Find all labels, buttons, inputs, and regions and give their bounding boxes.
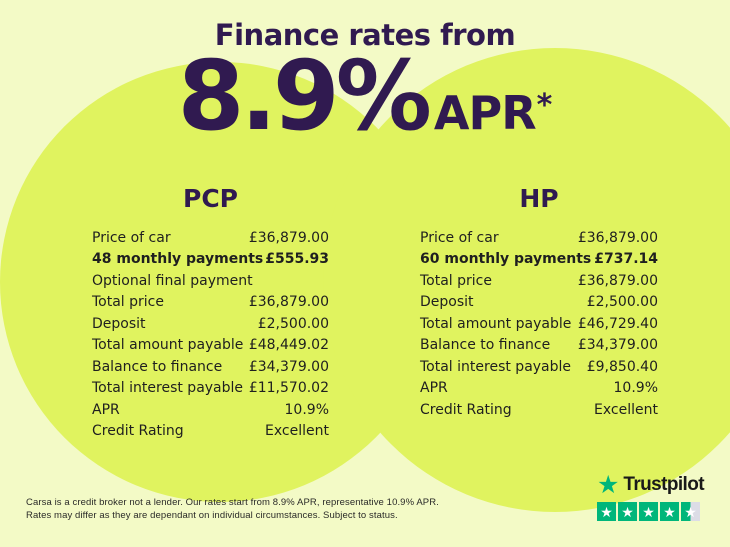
table-row: Deposit £2,500.00 xyxy=(420,292,658,314)
row-value: 10.9% xyxy=(284,401,329,418)
table-row: Total interest payable £9,850.40 xyxy=(420,356,658,378)
row-value: 10.9% xyxy=(613,380,658,397)
headline-apr-label: APR xyxy=(433,86,537,140)
row-label: Deposit xyxy=(92,315,146,332)
row-value: £36,879.00 xyxy=(577,229,658,246)
background-circle-right xyxy=(323,48,730,512)
row-label: Total price xyxy=(420,272,492,289)
row-label: Balance to finance xyxy=(420,337,551,354)
row-label: Total interest payable xyxy=(420,358,572,375)
row-value: £48,449.02 xyxy=(248,337,329,354)
table-row: Balance to finance £34,379.00 xyxy=(420,335,658,357)
row-label: Optional final payment xyxy=(92,272,253,289)
row-value: £555.93 xyxy=(265,251,329,268)
table-row: Total amount payable £46,729.40 xyxy=(420,313,658,335)
trustpilot-star-full: ★ xyxy=(618,502,637,521)
row-value: £9,850.40 xyxy=(586,358,658,375)
row-value: £11,570.02 xyxy=(248,380,329,397)
pcp-table-title: PCP xyxy=(183,184,238,213)
row-label: Total amount payable xyxy=(420,315,572,332)
table-row: 60 monthly payments £737.14 xyxy=(420,249,658,271)
banner-title: Finance rates from xyxy=(214,18,516,52)
table-row: Balance to finance £34,379.00 xyxy=(92,356,329,378)
row-label: Deposit xyxy=(420,294,474,311)
row-label: APR xyxy=(420,380,448,397)
row-label: 48 monthly payments xyxy=(92,251,264,268)
row-value: Excellent xyxy=(594,401,658,418)
table-row: 48 monthly payments £555.93 xyxy=(92,249,329,271)
row-value: £34,379.00 xyxy=(577,337,658,354)
row-value: £2,500.00 xyxy=(257,315,329,332)
table-row: Total amount payable £48,449.02 xyxy=(92,335,329,357)
trustpilot-badge[interactable]: ★ Trustpilot ★ ★ ★ ★ ★ xyxy=(597,471,705,521)
table-row: APR 10.9% xyxy=(420,378,658,400)
headline-rate-line: 8.9% APR * xyxy=(0,40,730,152)
row-value: £737.14 xyxy=(594,251,658,268)
table-row: Price of car £36,879.00 xyxy=(92,227,329,249)
trustpilot-star-icon: ★ xyxy=(597,471,620,499)
trustpilot-star-half: ★ xyxy=(681,502,700,521)
table-row: Total interest payable £11,570.02 xyxy=(92,378,329,400)
table-row: Total price £36,879.00 xyxy=(420,270,658,292)
table-row: Credit Rating Excellent xyxy=(420,399,658,421)
disclaimer-line-2: Rates may differ as they are dependant o… xyxy=(26,510,398,521)
table-row: APR 10.9% xyxy=(92,399,329,421)
trustpilot-star-full: ★ xyxy=(639,502,658,521)
row-label: Total price xyxy=(92,294,164,311)
pcp-table-rows: Price of car £36,879.00 48 monthly payment… xyxy=(92,227,329,442)
headline-rate: 8.9% xyxy=(177,40,432,152)
row-value: £34,379.00 xyxy=(248,358,329,375)
row-label: 60 monthly payments xyxy=(420,251,592,268)
trustpilot-rating-stars: ★ ★ ★ ★ ★ xyxy=(597,502,704,521)
hp-table: HP Price of car £36,879.00 60 monthly paym… xyxy=(420,184,658,421)
table-row: Total price £36,879.00 xyxy=(92,292,329,314)
trustpilot-star-full: ★ xyxy=(660,502,679,521)
table-row: Deposit £2,500.00 xyxy=(92,313,329,335)
table-row: Optional final payment xyxy=(92,270,329,292)
row-value: Excellent xyxy=(265,423,329,440)
headline-asterisk: * xyxy=(536,88,553,123)
row-value: £2,500.00 xyxy=(586,294,658,311)
row-label: Total interest payable xyxy=(92,380,244,397)
row-value: £46,729.40 xyxy=(577,315,658,332)
trustpilot-star-full: ★ xyxy=(597,502,616,521)
hp-table-rows: Price of car £36,879.00 60 monthly payment… xyxy=(420,227,658,421)
row-label: Price of car xyxy=(92,229,171,246)
trustpilot-logo: ★ Trustpilot xyxy=(597,471,705,499)
row-value: £36,879.00 xyxy=(248,294,329,311)
row-label: Total amount payable xyxy=(92,337,244,354)
row-label: APR xyxy=(92,401,120,418)
row-value: £36,879.00 xyxy=(577,272,658,289)
hp-table-title: HP xyxy=(519,184,559,213)
row-label: Price of car xyxy=(420,229,499,246)
disclaimer-line-1: Carsa is a credit broker not a lender. O… xyxy=(26,497,439,508)
trustpilot-brand: Trustpilot xyxy=(623,474,704,495)
row-label: Balance to finance xyxy=(92,358,223,375)
table-row: Price of car £36,879.00 xyxy=(420,227,658,249)
disclaimer: Carsa is a credit broker not a lender. O… xyxy=(26,496,439,522)
row-label: Credit Rating xyxy=(420,401,512,418)
row-label: Credit Rating xyxy=(92,423,184,440)
table-row: Credit Rating Excellent xyxy=(92,421,329,443)
row-value: £36,879.00 xyxy=(248,229,329,246)
pcp-table: PCP Price of car £36,879.00 48 monthly pay… xyxy=(92,184,329,442)
